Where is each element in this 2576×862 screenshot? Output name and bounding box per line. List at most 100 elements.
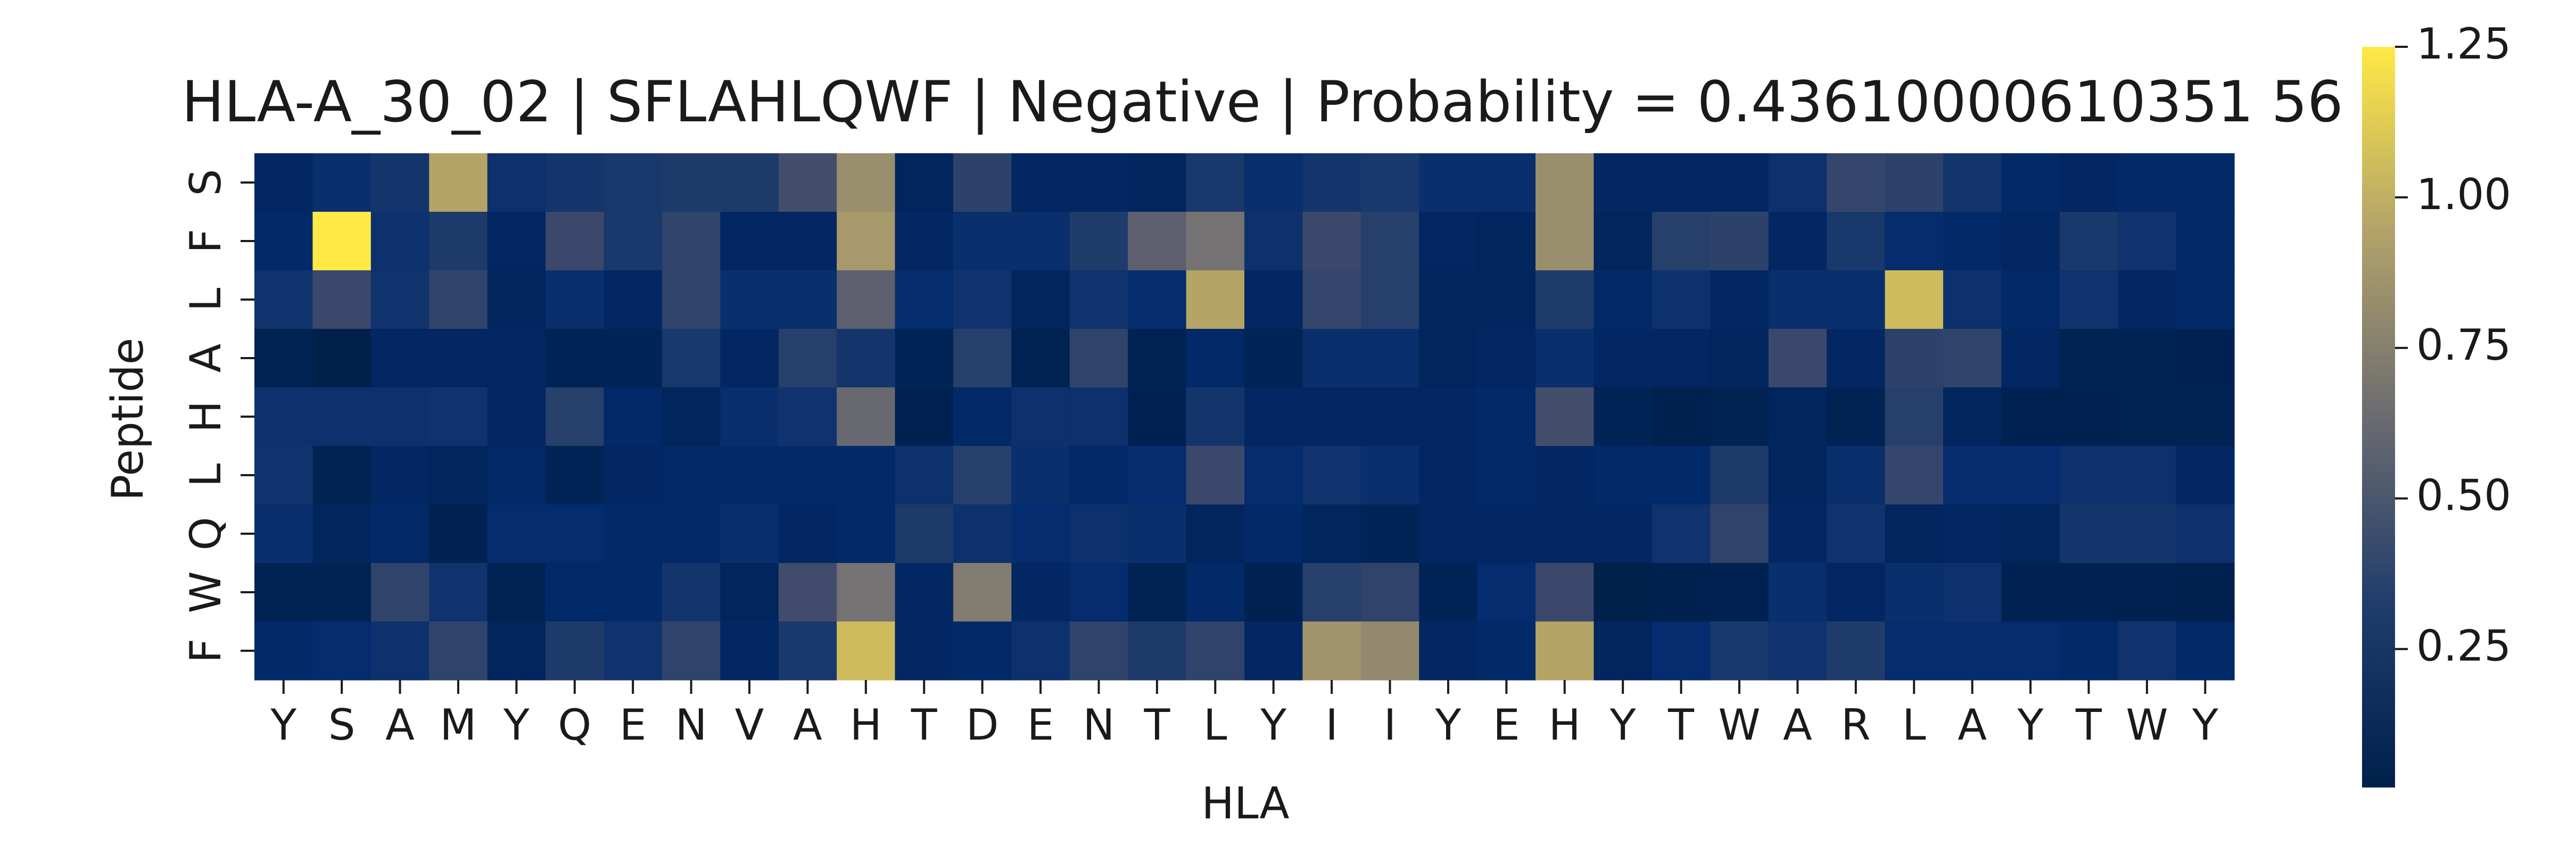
heatmap-cell-r4-c19	[1360, 387, 1419, 446]
heatmap-cell-r0-c32	[2118, 153, 2177, 212]
heatmap-cell-r4-c17	[1244, 387, 1303, 446]
heatmap-cell-r4-c26	[1768, 387, 1827, 446]
heatmap-cell-r3-c16	[1186, 329, 1245, 388]
heatmap-cell-r2-c28	[1885, 270, 1944, 329]
heatmap-cell-r6-c32	[2118, 504, 2177, 563]
heatmap-cell-r3-c24	[1652, 329, 1711, 388]
heatmap-cell-r4-c10	[837, 387, 896, 446]
heatmap-cell-r2-c10	[837, 270, 896, 329]
heatmap-cell-r1-c15	[1128, 212, 1187, 271]
heatmap-cell-r7-c15	[1128, 563, 1187, 622]
heatmap-cell-r1-c12	[953, 212, 1012, 271]
heatmap-cell-r1-c3	[429, 212, 488, 271]
x-tick-label: H	[1549, 700, 1581, 750]
x-tick-label: A	[1958, 700, 1987, 750]
heatmap-cell-r7-c31	[2059, 563, 2118, 622]
heatmap-cell-r4-c11	[895, 387, 954, 446]
heatmap-cell-r2-c22	[1535, 270, 1595, 329]
heatmap-cell-r1-c9	[778, 212, 837, 271]
heatmap-cell-r5-c29	[1943, 446, 2002, 505]
heatmap-cell-r1-c17	[1244, 212, 1303, 271]
x-tick-label: Y	[2192, 700, 2219, 750]
heatmap-cell-r4-c13	[1011, 387, 1070, 446]
heatmap-cell-r8-c16	[1186, 621, 1245, 681]
heatmap-cell-r1-c29	[1943, 212, 2002, 271]
heatmap-cell-r4-c14	[1069, 387, 1128, 446]
x-tick-label: H	[850, 700, 882, 750]
heatmap-cell-r8-c12	[953, 621, 1012, 681]
y-tick-label: F	[181, 229, 230, 253]
heatmap-cell-r5-c11	[895, 446, 954, 505]
heatmap-cell-r0-c12	[953, 153, 1012, 212]
heatmap-cell-r4-c18	[1302, 387, 1361, 446]
heatmap-cell-r6-c1	[312, 504, 371, 563]
heatmap-cell-r3-c31	[2059, 329, 2118, 388]
heatmap-cell-r2-c11	[895, 270, 954, 329]
heatmap-cell-r7-c18	[1302, 563, 1361, 622]
heatmap-cell-r0-c2	[370, 153, 430, 212]
y-tick-label: S	[181, 169, 230, 196]
heatmap-cell-r2-c30	[2001, 270, 2060, 329]
heatmap-cell-r6-c8	[720, 504, 779, 563]
heatmap-cell-r0-c33	[2176, 153, 2235, 212]
heatmap-cell-r6-c23	[1594, 504, 1653, 563]
heatmap-cell-r5-c30	[2001, 446, 2060, 505]
heatmap-cell-r7-c11	[895, 563, 954, 622]
x-tick-label: R	[1841, 700, 1871, 750]
x-tick-label: A	[385, 700, 415, 750]
heatmap-cell-r4-c7	[662, 387, 721, 446]
heatmap-cell-r3-c14	[1069, 329, 1128, 388]
heatmap-cell-r5-c22	[1535, 446, 1595, 505]
heatmap-cell-r6-c9	[778, 504, 837, 563]
heatmap-cell-r7-c6	[604, 563, 663, 622]
heatmap-cell-r8-c18	[1302, 621, 1361, 681]
heatmap-cell-r3-c4	[487, 329, 546, 388]
heatmap-cell-r0-c17	[1244, 153, 1303, 212]
heatmap-cell-r7-c33	[2176, 563, 2235, 622]
heatmap-cell-r4-c27	[1827, 387, 1886, 446]
heatmap-cell-r8-c6	[604, 621, 663, 681]
heatmap-cell-r1-c25	[1710, 212, 1769, 271]
x-tick-label: D	[966, 700, 999, 750]
heatmap-cell-r7-c7	[662, 563, 721, 622]
heatmap-cell-r7-c21	[1477, 563, 1536, 622]
heatmap-cell-r6-c33	[2176, 504, 2235, 563]
x-tick-label: Q	[558, 700, 591, 750]
heatmap-cell-r4-c4	[487, 387, 546, 446]
heatmap-cell-r3-c21	[1477, 329, 1536, 388]
heatmap-cell-r6-c7	[662, 504, 721, 563]
heatmap-cell-r6-c15	[1128, 504, 1187, 563]
heatmap-cell-r3-c3	[429, 329, 488, 388]
x-axis-label: HLA	[1201, 778, 1289, 829]
heatmap-cell-r2-c33	[2176, 270, 2235, 329]
heatmap-cell-r2-c31	[2059, 270, 2118, 329]
heatmap-cell-r0-c4	[487, 153, 546, 212]
heatmap-cell-r6-c13	[1011, 504, 1070, 563]
x-tick-label: E	[620, 700, 647, 750]
x-tick-label: N	[675, 700, 707, 750]
heatmap-cell-r4-c5	[546, 387, 605, 446]
heatmap-cell-r8-c14	[1069, 621, 1128, 681]
heatmap-cell-r8-c27	[1827, 621, 1886, 681]
y-tick-label: L	[181, 287, 230, 311]
heatmap-cell-r0-c16	[1186, 153, 1245, 212]
heatmap-cell-r6-c27	[1827, 504, 1886, 563]
heatmap-cell-r1-c28	[1885, 212, 1944, 271]
heatmap-cell-r5-c5	[546, 446, 605, 505]
heatmap-cell-r7-c9	[778, 563, 837, 622]
x-tick-label: V	[735, 700, 764, 750]
heatmap-cell-r0-c9	[778, 153, 837, 212]
heatmap-cell-r2-c14	[1069, 270, 1128, 329]
heatmap-cell-r3-c10	[837, 329, 896, 388]
heatmap-cell-r5-c33	[2176, 446, 2235, 505]
heatmap-cell-r0-c7	[662, 153, 721, 212]
heatmap-cell-r7-c26	[1768, 563, 1827, 622]
heatmap-cell-r4-c24	[1652, 387, 1711, 446]
heatmap-cell-r2-c24	[1652, 270, 1711, 329]
heatmap-cell-r7-c30	[2001, 563, 2060, 622]
x-tick-label: I	[1325, 700, 1338, 750]
heatmap-cell-r4-c25	[1710, 387, 1769, 446]
colorbar-tick-label: 1.25	[2416, 19, 2511, 69]
y-axis-label: Peptide	[103, 338, 153, 501]
